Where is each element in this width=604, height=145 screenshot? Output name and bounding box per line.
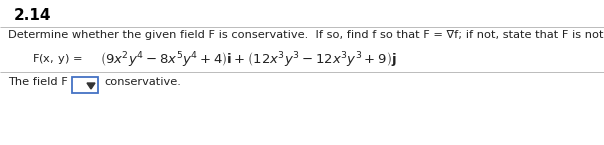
Text: The field F: The field F [8, 77, 68, 87]
Text: 2.14: 2.14 [14, 8, 51, 23]
FancyBboxPatch shape [72, 77, 98, 93]
Polygon shape [87, 83, 95, 89]
Text: $\left(9x^{2}y^{4}-8x^{5}y^{4}+4\right)\mathbf{i}+\left(12x^{3}y^{3}-12x^{3}y^{3: $\left(9x^{2}y^{4}-8x^{5}y^{4}+4\right)\… [100, 50, 397, 70]
Text: $\mathsf{F(x,\, y)\, =\,}$: $\mathsf{F(x,\, y)\, =\,}$ [32, 52, 83, 66]
Text: conservative.: conservative. [104, 77, 181, 87]
Text: Determine whether the given field F is conservative.  If so, find f so that F = : Determine whether the given field F is c… [8, 30, 604, 40]
